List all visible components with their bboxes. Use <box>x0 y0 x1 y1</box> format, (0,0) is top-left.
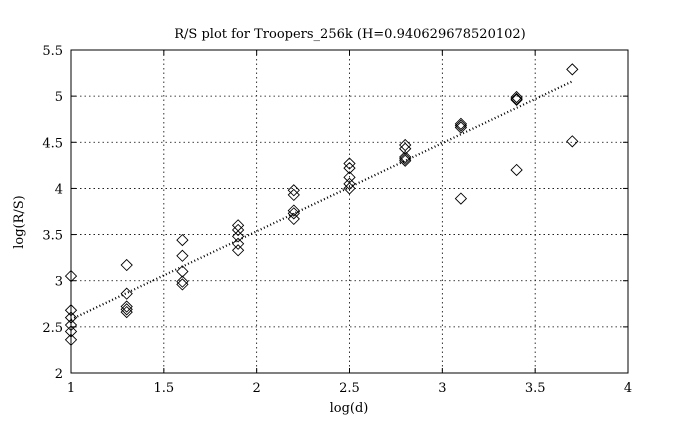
x-tick-label: 3 <box>438 381 446 396</box>
x-tick-label: 4 <box>624 381 632 396</box>
data-point <box>287 188 300 202</box>
y-tick-label: 4 <box>55 182 63 197</box>
data-point <box>510 163 523 177</box>
x-axis-label: log(d) <box>330 401 369 416</box>
y-tick-label: 3.5 <box>42 229 63 244</box>
data-point <box>510 92 523 106</box>
data-point <box>176 278 189 291</box>
data-point <box>231 244 245 257</box>
data-point <box>231 237 245 250</box>
data-point <box>120 300 133 313</box>
data-point <box>566 135 579 148</box>
data-point <box>399 150 412 164</box>
y-tick-label: 2 <box>55 367 63 382</box>
data-point <box>454 121 468 134</box>
data-point <box>176 233 189 247</box>
data-point <box>231 223 245 237</box>
y-tick-label: 3 <box>55 275 63 290</box>
data-point <box>231 219 245 232</box>
data-point <box>287 204 300 217</box>
data-point <box>287 207 300 220</box>
fit-line <box>70 80 573 321</box>
data-point <box>510 93 523 106</box>
data-point <box>176 249 189 262</box>
data-point <box>399 142 412 155</box>
data-point <box>343 161 356 175</box>
data-point <box>454 119 468 132</box>
data-point <box>120 258 133 272</box>
y-tick-label: 4.5 <box>42 136 63 151</box>
data-point <box>176 265 189 278</box>
y-tick-label: 5.5 <box>42 44 63 59</box>
grid <box>71 50 628 373</box>
data-point <box>287 212 300 226</box>
data-point <box>454 192 468 205</box>
data-point <box>120 303 133 316</box>
data-point <box>287 184 300 197</box>
data-point <box>343 177 356 190</box>
data-point <box>454 117 468 130</box>
x-tick-label: 1 <box>67 381 75 396</box>
y-axis-label: log(R/S) <box>12 195 27 249</box>
axis-ticks: 1 1.5 2 2.5 3 3.5 4 2 2.5 3 3.5 4 4.5 5 5.5 <box>42 44 632 396</box>
data-point <box>176 275 189 288</box>
data-point <box>510 90 523 104</box>
data-point <box>120 305 133 319</box>
data-point <box>343 157 356 170</box>
x-tick-label: 1.5 <box>153 381 174 396</box>
data-points <box>64 63 579 346</box>
y-tick-label: 2.5 <box>42 321 63 336</box>
data-point <box>399 154 412 167</box>
x-tick-label: 2 <box>253 381 261 396</box>
chart-title: R/S plot for Troopers_256k (H=0.94062967… <box>174 27 525 42</box>
fit-line-group <box>70 80 573 321</box>
data-point <box>566 63 579 76</box>
data-point <box>343 182 356 195</box>
y-tick-label: 5 <box>55 90 63 105</box>
data-point <box>399 138 412 152</box>
data-point <box>399 152 412 166</box>
x-tick-label: 2.5 <box>339 381 360 396</box>
x-tick-label: 3.5 <box>525 381 546 396</box>
data-point <box>120 287 133 300</box>
data-point <box>231 230 245 243</box>
